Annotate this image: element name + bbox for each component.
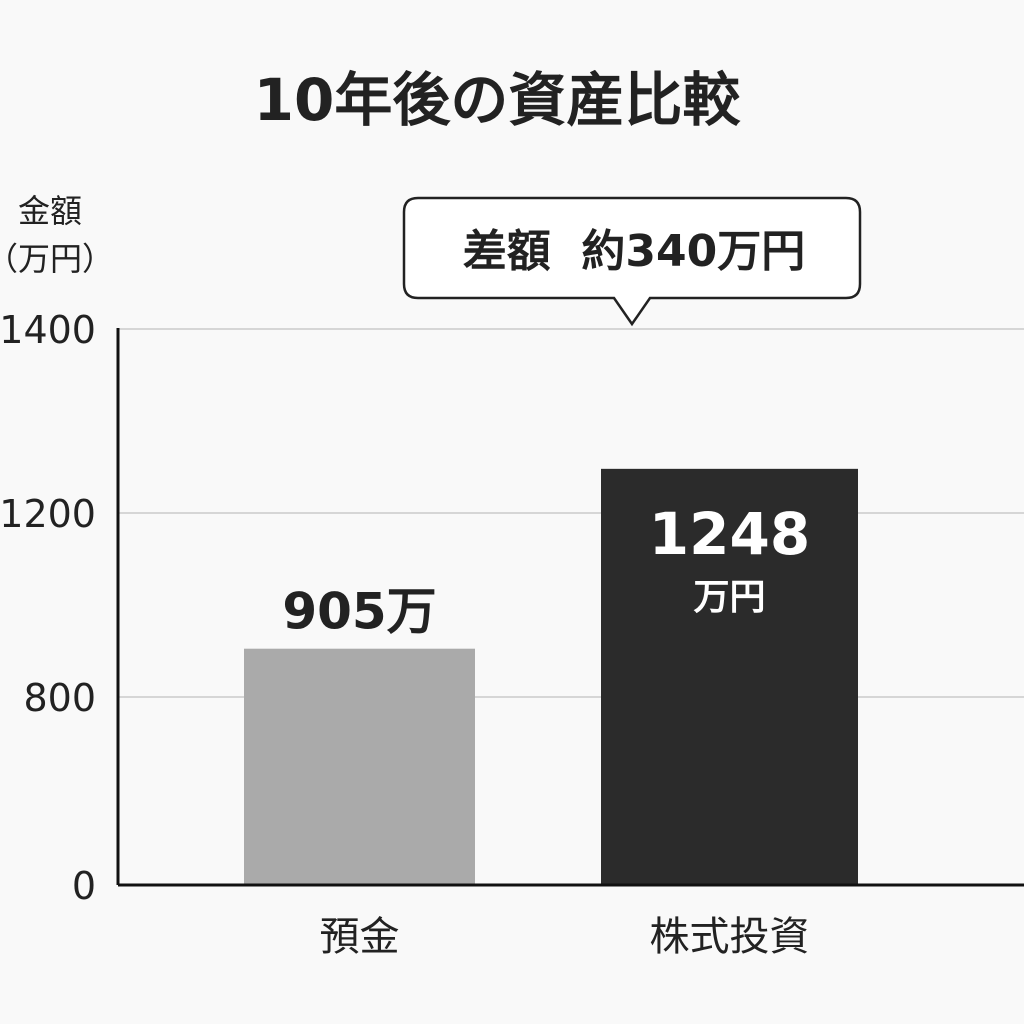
category-label-stock: 株式投資 <box>650 914 810 960</box>
bars <box>244 468 858 885</box>
chart-title: 10年後の資産比較 <box>254 66 742 134</box>
category-labels: 預金 株式投資 <box>320 914 810 960</box>
y-tick-label-1400: 1400 <box>0 308 96 352</box>
callout-text: 差額 約340万円 <box>463 226 805 277</box>
y-axis-label-line2: （万円） <box>0 240 114 278</box>
y-tick-label-1200: 1200 <box>0 492 96 536</box>
callout-box <box>402 196 862 327</box>
bar-deposit <box>244 648 475 885</box>
value-labels: 905万 1248 万円 <box>282 500 810 641</box>
grid-lines <box>118 328 1024 698</box>
y-tick-labels: 1400 1200 800 0 <box>0 308 96 908</box>
value-label-deposit: 905万 <box>282 583 436 641</box>
difference-callout: 差額 約340万円 <box>402 196 862 327</box>
category-label-deposit: 預金 <box>320 914 400 960</box>
y-tick-label-0: 0 <box>72 864 96 908</box>
value-label-stock: 1248 <box>649 500 810 568</box>
y-tick-label-800: 800 <box>23 676 96 720</box>
value-unit-label-stock: 万円 <box>693 577 765 618</box>
bar-stock <box>601 468 858 885</box>
y-axis-label-line1: 金額 <box>18 192 82 230</box>
